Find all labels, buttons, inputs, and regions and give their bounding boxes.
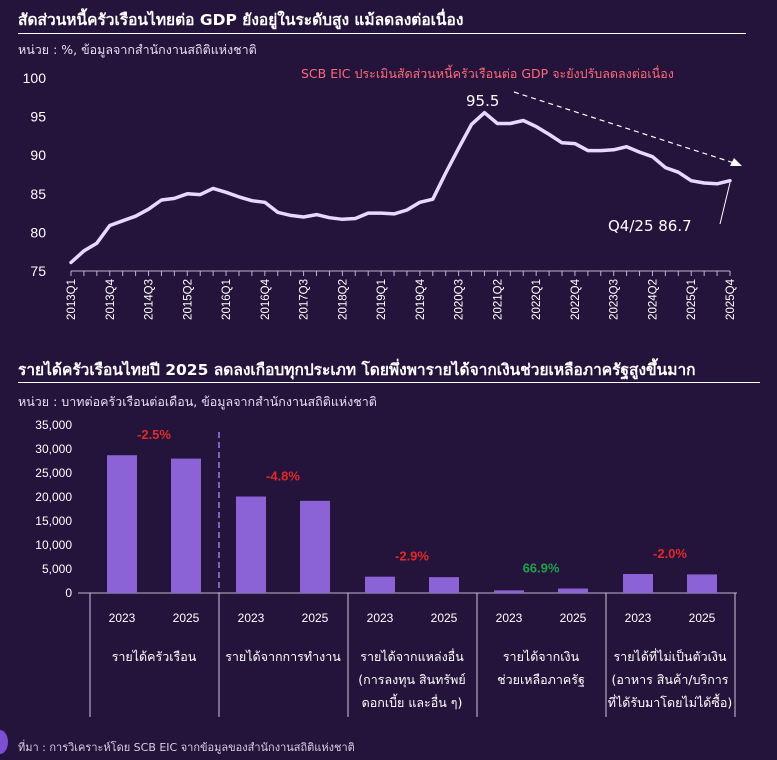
change-label: -2.0% — [653, 546, 687, 561]
household-income-bar-chart: 0 5,000 10,000 15,000 20,000 25,000 30,000 35,0… — [35, 418, 737, 717]
chart1-title: สัดส่วนหนี้ครัวเรือนไทยต่อ GDP ยังอยู่ใน… — [18, 11, 464, 29]
category-label: รายได้ครัวเรือน — [112, 649, 197, 664]
category-label: รายได้จากการทำงาน — [225, 649, 341, 664]
bar-year-label: 2025 — [302, 611, 329, 625]
category-label: ช่วยเหลือภาครัฐ — [497, 672, 585, 687]
last-value-leader-line — [719, 182, 731, 225]
y-tick-label: 10,000 — [35, 538, 72, 552]
bar-year-label: 2025 — [560, 611, 587, 625]
forecast-note: SCB EIC ประเมินสัดส่วนหนี้ครัวเรือนต่อ G… — [301, 66, 674, 81]
bar-2023 — [494, 590, 524, 593]
y-tick-label: 0 — [65, 586, 72, 600]
y-tick-label: 100 — [23, 70, 47, 86]
y-tick-label: 15,000 — [35, 514, 72, 528]
footer-bullet-icon — [0, 730, 8, 754]
forecast-arrow-head-icon — [730, 158, 742, 166]
bar-2025 — [558, 588, 588, 593]
chart1-title-rule — [18, 33, 746, 34]
y-tick-label: 20,000 — [35, 490, 72, 504]
x-tick-label: 2025Q1 — [686, 279, 698, 320]
change-label: -4.8% — [266, 469, 300, 484]
x-tick-label: 2016Q4 — [260, 278, 272, 320]
x-tick-label: 2013Q1 — [66, 279, 78, 320]
bar-2023 — [107, 455, 137, 593]
y-tick-label: 80 — [30, 224, 46, 240]
bar-2025 — [687, 574, 717, 593]
bar-year-label: 2023 — [496, 611, 523, 625]
x-tick-label: 2022Q1 — [531, 279, 543, 320]
chart2-unit: หน่วย : บาทต่อครัวเรือนต่อเดือน, ข้อมูลจ… — [18, 394, 377, 409]
chart2-title: รายได้ครัวเรือนไทยปี 2025 ลดลงเกือบทุกปร… — [18, 361, 696, 379]
category-label: ที่ได้รับมาโดยไม่ได้ซื้อ) — [608, 693, 733, 710]
category-label: ดอกเบี้ย และอื่น ๆ) — [362, 693, 463, 710]
x-tick-label: 2019Q4 — [415, 278, 427, 320]
x-tick-label: 2015Q2 — [182, 279, 194, 320]
bar-year-label: 2023 — [625, 611, 652, 625]
x-tick-label: 2018Q2 — [337, 279, 349, 320]
category-label: รายได้ที่ไม่เป็นตัวเงิน — [613, 648, 726, 664]
bar-year-label: 2025 — [689, 611, 716, 625]
y-tick-label: 25,000 — [35, 466, 72, 480]
peak-label: 95.5 — [466, 92, 500, 110]
last-value-label: Q4/25 86.7 — [608, 217, 692, 235]
x-tick-label: 2014Q3 — [144, 279, 156, 320]
category-label: (อาหาร สินค้า/บริการ — [611, 672, 728, 687]
bar-year-label: 2023 — [367, 611, 394, 625]
x-tick-label: 2024Q2 — [647, 279, 659, 320]
x-tick-label: 2020Q3 — [454, 279, 466, 320]
bar-2025 — [300, 500, 330, 593]
y-tick-label: 95 — [30, 109, 46, 125]
bar-year-label: 2023 — [109, 611, 136, 625]
bar-2025 — [171, 458, 201, 593]
x-tick-label: 2019Q1 — [376, 279, 388, 320]
change-label: -2.5% — [137, 427, 171, 442]
source-note: ที่มา : การวิเคราะห์โดย SCB EIC จากข้อมู… — [18, 741, 355, 754]
x-tick-label: 2021Q2 — [492, 279, 504, 320]
y-tick-label: 75 — [30, 263, 46, 279]
bar-2025 — [429, 577, 459, 593]
change-label: 66.9% — [523, 561, 560, 576]
x-tick-label: 2017Q3 — [299, 279, 311, 320]
bar-2023 — [365, 576, 395, 593]
x-tick-label: 2025Q4 — [725, 278, 737, 320]
category-label: (การลงทุน สินทรัพย์ — [358, 672, 465, 688]
bar-year-label: 2025 — [431, 611, 458, 625]
debt-to-gdp-line-chart: 75 80 85 90 95 100 2013Q1 2013Q4 2014Q3 2015Q2 201… — [23, 70, 742, 320]
y-tick-label: 35,000 — [35, 418, 72, 432]
y-tick-label: 30,000 — [35, 442, 72, 456]
bar-year-label: 2023 — [238, 611, 265, 625]
category-label: รายได้จากแหล่งอื่น — [360, 648, 464, 664]
y-tick-label: 5,000 — [42, 562, 72, 576]
chart2-title-rule — [18, 382, 760, 383]
x-tick-label: 2022Q4 — [570, 278, 582, 320]
x-tick-label: 2023Q3 — [609, 279, 621, 320]
bar-2023 — [236, 496, 266, 593]
y-tick-label: 85 — [30, 186, 46, 202]
forecast-dashed-arrow — [513, 91, 735, 164]
x-tick-label: 2013Q4 — [105, 278, 117, 320]
bar-year-label: 2025 — [173, 611, 200, 625]
y-tick-label: 90 — [30, 147, 46, 163]
change-label: -2.9% — [395, 549, 429, 564]
bar-2023 — [623, 574, 653, 593]
category-label: รายได้จากเงิน — [503, 649, 580, 664]
x-tick-label: 2016Q1 — [221, 279, 233, 320]
chart1-unit: หน่วย : %, ข้อมูลจากสำนักงานสถิติแห่งชาต… — [18, 42, 257, 57]
debt-ratio-line — [69, 110, 732, 265]
